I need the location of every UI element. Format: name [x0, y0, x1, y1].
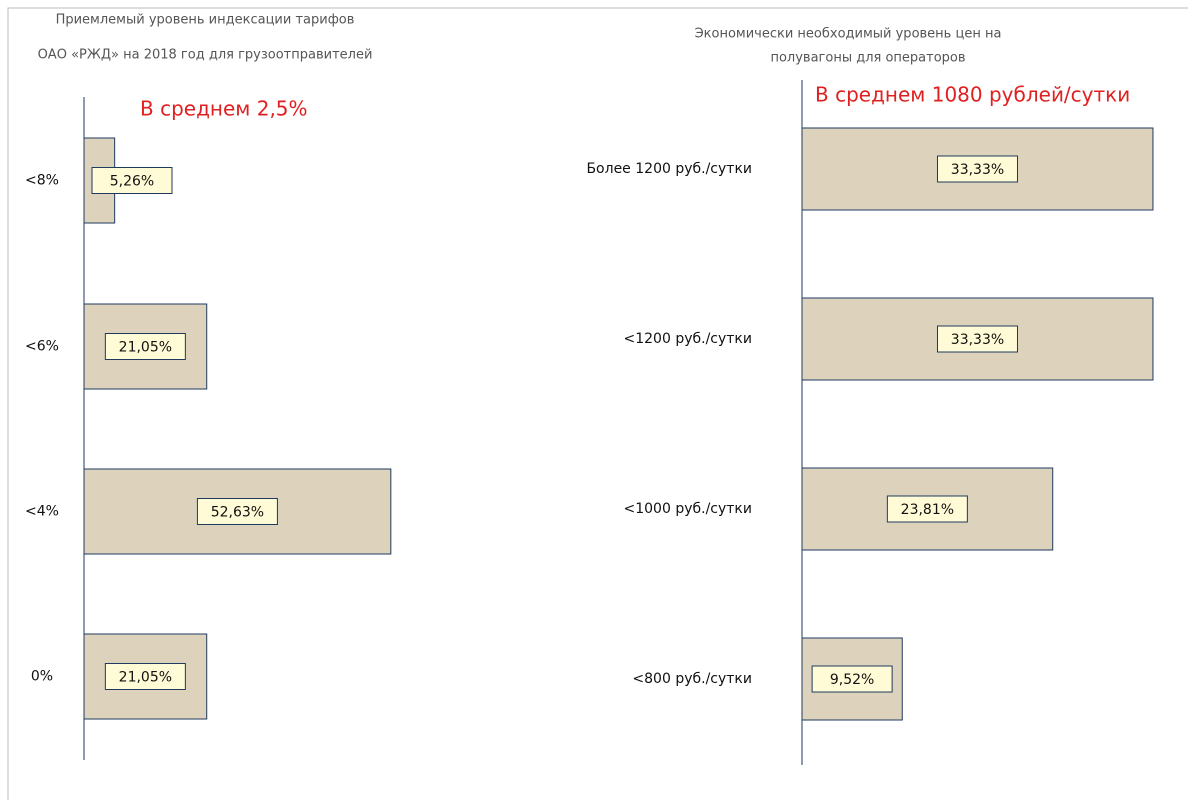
value-label: 9,52%	[830, 672, 874, 688]
category-label: <6%	[25, 339, 59, 355]
value-label-box	[936, 155, 1018, 183]
frame	[7, 7, 1188, 800]
value-label-box	[104, 663, 186, 690]
value-label-box	[936, 325, 1018, 353]
value-label-box	[91, 167, 173, 194]
category-label: <1200 руб./сутки	[624, 331, 752, 347]
value-label: 52,63%	[211, 505, 264, 521]
category-label: <8%	[25, 173, 59, 189]
category-label: <1000 руб./сутки	[624, 501, 752, 517]
value-label: 21,05%	[119, 340, 172, 356]
category-label: <4%	[25, 504, 59, 520]
category-label: <800 руб./сутки	[632, 671, 752, 687]
chart-title: Экономически необходимый уровень цен на	[695, 27, 1002, 42]
annotation: В среднем 2,5%	[140, 97, 308, 121]
value-label: 5,26%	[110, 174, 154, 190]
value-label: 21,05%	[119, 670, 172, 686]
chart-title: ОАО «РЖД» на 2018 год для грузоотправите…	[38, 48, 373, 63]
chart-title: полувагоны для операторов	[770, 51, 965, 66]
category-label: Более 1200 руб./сутки	[586, 161, 752, 177]
value-label: 33,33%	[951, 162, 1004, 178]
value-label: 33,33%	[951, 332, 1004, 348]
chart-title: Приемлемый уровень индексации тарифов	[56, 13, 355, 28]
value-label-box	[104, 333, 186, 360]
value-label: 23,81%	[901, 502, 954, 518]
value-label-box	[196, 498, 278, 525]
value-label-box	[886, 495, 968, 523]
value-label-box	[811, 665, 893, 693]
category-label: 0%	[31, 669, 53, 685]
annotation: В среднем 1080 рублей/сутки	[815, 83, 1130, 107]
